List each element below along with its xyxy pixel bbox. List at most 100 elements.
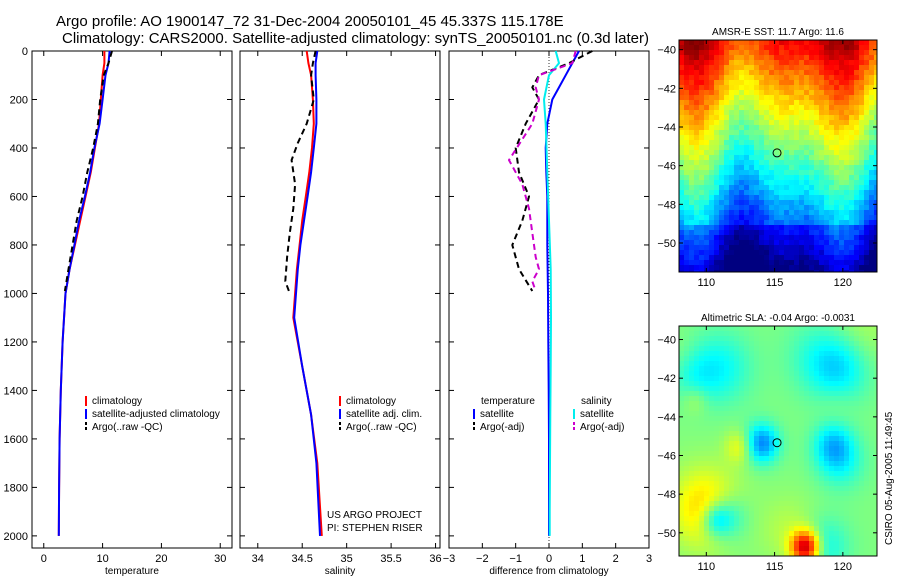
sst-map-heatmap-cell <box>684 85 689 90</box>
sla-map-heatmap-cell <box>784 366 789 371</box>
sla-map-heatmap-cell <box>819 391 824 396</box>
sla-map-heatmap-cell <box>819 336 824 341</box>
sst-map-heatmap-cell <box>854 160 859 165</box>
sla-map-heatmap-cell <box>689 456 694 461</box>
sla-map-heatmap-cell <box>814 381 819 386</box>
sst-map-heatmap-cell <box>689 215 694 220</box>
sla-map-heatmap-cell <box>834 436 839 441</box>
sla-map-heatmap-cell <box>679 406 684 411</box>
sla-map-heatmap-cell <box>799 436 804 441</box>
sla-map-heatmap-cell <box>869 506 874 511</box>
sla-map-heatmap-cell <box>874 476 877 481</box>
sla-map-heatmap-cell <box>684 546 689 551</box>
sst-map-heatmap-cell <box>724 165 729 170</box>
sst-map-heatmap-cell <box>874 90 877 95</box>
sla-map-heatmap-cell <box>859 511 864 516</box>
sla-map-heatmap-cell <box>724 486 729 491</box>
sla-map-heatmap-cell <box>684 426 689 431</box>
sla-map-heatmap-cell <box>704 361 709 366</box>
sla-map-heatmap-cell <box>694 331 699 336</box>
sst-map-heatmap-cell <box>844 160 849 165</box>
sla-map-y-tick-label: −40 <box>657 335 676 347</box>
sla-map-heatmap-cell <box>824 336 829 341</box>
sla-map-heatmap-cell <box>829 336 834 341</box>
sst-map-heatmap-cell <box>714 155 719 160</box>
sla-map-heatmap-cell <box>754 446 759 451</box>
sst-map-heatmap-cell <box>679 150 684 155</box>
sla-map-heatmap-cell <box>694 461 699 466</box>
sla-map-heatmap-cell <box>839 406 844 411</box>
sla-map-heatmap-cell <box>834 546 839 551</box>
sla-map-heatmap-cell <box>769 431 774 436</box>
sla-map-heatmap-cell <box>764 476 769 481</box>
sla-map-heatmap-cell <box>734 426 739 431</box>
sla-map-heatmap-cell <box>689 356 694 361</box>
sla-map-heatmap-cell <box>814 546 819 551</box>
sst-map-heatmap-cell <box>859 150 864 155</box>
sla-map-heatmap-cell <box>759 331 764 336</box>
sst-map-heatmap-cell <box>794 165 799 170</box>
sla-map-heatmap-cell <box>794 371 799 376</box>
sla-map-heatmap-cell <box>874 446 877 451</box>
sla-map-heatmap-cell <box>724 326 729 331</box>
sst-map-heatmap-cell <box>764 225 769 230</box>
sst-map-y-tick-label: −50 <box>657 238 676 250</box>
sla-map-heatmap-cell <box>799 331 804 336</box>
salinity-x-axis-label: salinity <box>325 566 356 577</box>
sst-map-heatmap-cell <box>859 205 864 210</box>
sst-map-heatmap-cell <box>769 235 774 240</box>
sst-map-heatmap-cell <box>789 120 794 125</box>
sla-map-heatmap-cell <box>844 431 849 436</box>
sst-map-heatmap-cell <box>744 95 749 100</box>
sla-map-heatmap-cell <box>714 441 719 446</box>
sst-map-heatmap-cell <box>799 260 804 265</box>
sla-map-heatmap-cell <box>874 531 877 536</box>
sst-map-heatmap-cell <box>749 240 754 245</box>
sst-map-heatmap-cell <box>809 80 814 85</box>
sst-map-heatmap-cell <box>814 65 819 70</box>
sla-map-heatmap-cell <box>834 411 839 416</box>
sst-map-heatmap-cell <box>839 170 844 175</box>
sst-map-heatmap-cell <box>864 185 869 190</box>
sla-map-heatmap-cell <box>744 376 749 381</box>
sla-map-heatmap-cell <box>684 511 689 516</box>
sst-map-heatmap-cell <box>834 210 839 215</box>
sst-map-heatmap-cell <box>789 125 794 130</box>
sst-map-heatmap-cell <box>799 115 804 120</box>
sst-map-heatmap-cell <box>694 245 699 250</box>
sst-map-heatmap-cell <box>769 140 774 145</box>
sst-map-heatmap-cell <box>814 50 819 55</box>
sst-map-heatmap-cell <box>839 205 844 210</box>
sla-map-heatmap-cell <box>754 541 759 546</box>
sst-map-heatmap-cell <box>874 95 877 100</box>
sst-map-heatmap-cell <box>719 145 724 150</box>
sla-map-heatmap-cell <box>789 431 794 436</box>
sst-map-heatmap-cell <box>764 180 769 185</box>
sst-map-heatmap-cell <box>854 245 859 250</box>
sla-map-heatmap-cell <box>844 501 849 506</box>
sst-map-heatmap-cell <box>739 270 744 272</box>
sla-map-heatmap-cell <box>809 531 814 536</box>
sla-map-heatmap-cell <box>779 491 784 496</box>
sla-map-heatmap-cell <box>699 351 704 356</box>
sla-map-heatmap-cell <box>844 496 849 501</box>
sla-map-heatmap-cell <box>874 551 877 556</box>
sst-map-heatmap-cell <box>679 65 684 70</box>
sla-map-heatmap-cell <box>854 451 859 456</box>
salinity-legend-item: satellite adj. clim. <box>346 409 422 420</box>
sst-map-heatmap-cell <box>854 270 859 272</box>
sla-map-heatmap-cell <box>704 351 709 356</box>
sst-map-heatmap-cell <box>749 85 754 90</box>
sla-map-heatmap-cell <box>749 431 754 436</box>
sst-map-heatmap-cell <box>789 220 794 225</box>
sst-map-heatmap-cell <box>704 80 709 85</box>
sla-map-heatmap-cell <box>729 481 734 486</box>
sla-map-heatmap-cell <box>734 506 739 511</box>
sla-map-heatmap-cell <box>824 551 829 556</box>
sla-map-heatmap-cell <box>794 516 799 521</box>
sla-map-heatmap-cell <box>834 441 839 446</box>
sst-map-heatmap-cell <box>694 125 699 130</box>
sla-map-heatmap-cell <box>784 451 789 456</box>
sst-map-title: AMSR-E SST: 11.7 Argo: 11.6 <box>712 27 844 38</box>
sla-map-heatmap-cell <box>819 431 824 436</box>
